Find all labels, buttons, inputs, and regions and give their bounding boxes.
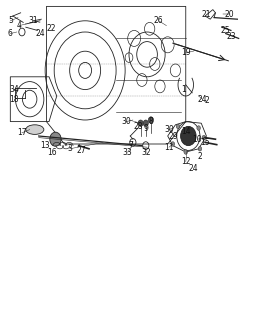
Text: 24: 24 (198, 95, 207, 104)
Text: 19: 19 (181, 48, 191, 57)
Text: 26: 26 (154, 16, 164, 25)
Text: 13: 13 (40, 141, 50, 150)
Text: 33: 33 (123, 148, 133, 156)
Circle shape (198, 147, 202, 151)
Text: 34: 34 (9, 85, 19, 94)
Circle shape (202, 135, 206, 140)
Text: 1: 1 (181, 85, 186, 94)
Circle shape (143, 120, 148, 126)
Text: 24: 24 (189, 164, 198, 172)
Text: 29: 29 (168, 132, 178, 140)
Text: 17: 17 (17, 128, 27, 137)
Circle shape (50, 132, 61, 146)
Text: 6: 6 (8, 29, 13, 38)
Text: 32: 32 (141, 148, 151, 156)
Text: 24: 24 (35, 29, 45, 38)
Text: 7: 7 (128, 141, 133, 150)
Text: 8: 8 (149, 117, 153, 126)
Text: 22: 22 (47, 24, 56, 33)
Text: 15: 15 (200, 138, 210, 147)
Circle shape (176, 124, 180, 129)
Text: 10: 10 (192, 135, 202, 144)
Text: 27: 27 (76, 146, 86, 155)
Text: 3: 3 (67, 144, 72, 153)
Circle shape (138, 120, 143, 126)
Text: 18: 18 (10, 95, 19, 104)
Text: 20: 20 (225, 10, 235, 19)
Text: 5: 5 (8, 16, 13, 25)
Circle shape (171, 142, 175, 146)
Text: 4: 4 (17, 21, 22, 30)
Circle shape (148, 117, 154, 123)
Circle shape (197, 126, 200, 130)
Circle shape (184, 150, 188, 154)
Text: 11: 11 (164, 143, 174, 152)
Text: 30: 30 (122, 117, 131, 126)
Text: 9: 9 (143, 124, 148, 132)
Text: 30: 30 (164, 125, 174, 134)
Text: 2: 2 (198, 152, 202, 161)
Text: 2: 2 (204, 96, 209, 105)
Ellipse shape (26, 125, 44, 134)
Text: 31: 31 (29, 16, 38, 25)
Text: 25: 25 (221, 26, 231, 35)
Text: 12: 12 (181, 157, 190, 166)
Text: 14: 14 (181, 127, 191, 136)
Text: 16: 16 (47, 148, 57, 156)
Circle shape (181, 126, 196, 146)
Text: 21: 21 (202, 10, 211, 19)
Text: 23: 23 (226, 32, 236, 41)
Text: 28: 28 (133, 122, 143, 131)
